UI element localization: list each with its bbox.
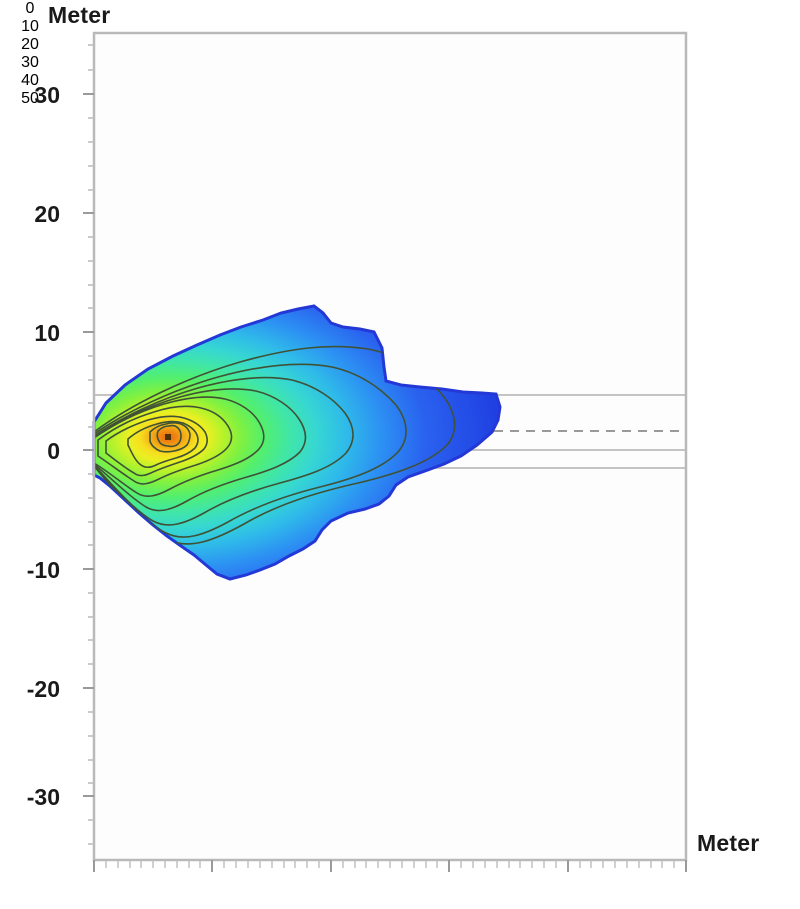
x-tick-label-40: 40 — [21, 72, 39, 89]
y-tick-label-neg10: -10 — [26, 557, 60, 583]
y-tick-label-0: 0 — [47, 438, 60, 464]
contour-level-3 — [94, 376, 354, 526]
x-tick-label-10: 10 — [21, 18, 39, 35]
contour-level-5 — [94, 396, 265, 498]
plume-outer-boundary — [92, 304, 502, 581]
y-axis-title: Meter — [48, 2, 111, 28]
y-tick-label-30: 30 — [34, 82, 60, 108]
contour-level-1 — [94, 345, 456, 545]
y-axis-ticks — [83, 93, 94, 797]
x-tick-label-30: 30 — [21, 54, 39, 71]
x-tick-label-20: 20 — [21, 36, 39, 53]
contour-level-10 — [156, 424, 182, 448]
peak-marker — [165, 434, 171, 440]
x-tick-label-0: 0 — [25, 0, 35, 17]
contour-level-6 — [97, 405, 233, 485]
y-tick-label-20: 20 — [34, 201, 60, 227]
x-axis-title: Meter — [697, 830, 760, 856]
y-tick-label-10: 10 — [34, 320, 60, 346]
contour-level-4 — [94, 388, 307, 512]
x-axis-minor-ticks — [105, 860, 675, 868]
x-tick-label-50: 50 — [21, 90, 39, 107]
y-tick-label-neg20: -20 — [26, 676, 60, 702]
contour-level-9 — [149, 422, 191, 453]
y-tick-label-neg30: -30 — [26, 784, 60, 810]
x-axis-ticks — [93, 860, 687, 872]
contour-level-8 — [127, 420, 199, 469]
contour-lines — [94, 345, 456, 545]
contour-level-2 — [94, 363, 407, 538]
y-axis-minor-ticks — [88, 44, 94, 845]
contour-level-7 — [105, 415, 208, 477]
